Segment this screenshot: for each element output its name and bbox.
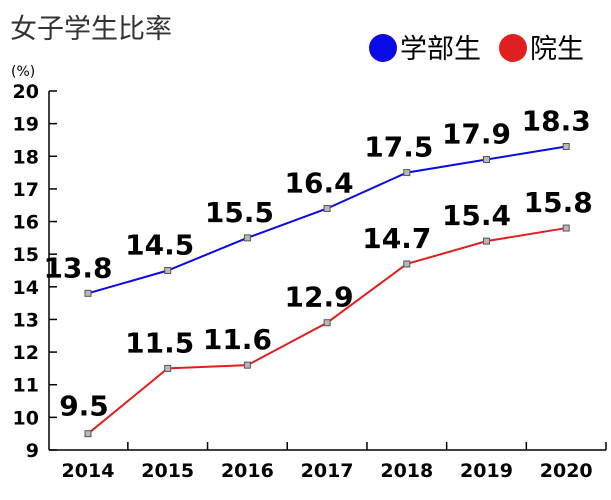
data-point bbox=[483, 237, 490, 245]
data-label: 15.5 bbox=[205, 196, 274, 229]
data-label: 16.4 bbox=[285, 166, 354, 199]
data-label: 9.5 bbox=[59, 390, 109, 423]
data-label: 12.9 bbox=[285, 281, 354, 314]
axes: 9 10 11 12 13 14 15 16 17 18 19 20 2014 2015 2016 2017 2… bbox=[13, 81, 607, 482]
x-tick-label: 2015 bbox=[141, 460, 194, 482]
data-point bbox=[243, 234, 251, 242]
legend-label-grad: 院生 bbox=[530, 34, 584, 65]
plot-area: 13.8 14.5 15.5 16.4 17.5 17.9 18.3 9.5 11.5 11.6 1… bbox=[43, 104, 593, 438]
data-point bbox=[323, 319, 331, 327]
data-point bbox=[243, 361, 251, 369]
data-point bbox=[403, 169, 411, 177]
data-label: 14.5 bbox=[125, 229, 194, 262]
data-label: 11.6 bbox=[203, 323, 272, 356]
data-label: 15.8 bbox=[524, 186, 593, 219]
data-point bbox=[562, 142, 570, 150]
y-axis-unit: (%) bbox=[11, 64, 35, 80]
data-point bbox=[323, 204, 331, 212]
legend-marker-grad bbox=[499, 34, 527, 62]
y-tick-label: 9 bbox=[26, 440, 39, 462]
legend: 学部生 院生 bbox=[369, 34, 584, 65]
data-label: 18.3 bbox=[522, 104, 591, 137]
data-point bbox=[84, 289, 92, 297]
data-label: 13.8 bbox=[43, 251, 112, 284]
data-label: 17.5 bbox=[364, 131, 433, 164]
y-tick-label: 16 bbox=[13, 212, 39, 234]
x-tick-label: 2019 bbox=[460, 460, 513, 482]
y-tick-label: 11 bbox=[13, 375, 39, 397]
data-point bbox=[164, 267, 172, 274]
x-tick-label: 2020 bbox=[540, 460, 593, 482]
x-tick-label: 2018 bbox=[380, 460, 433, 482]
data-label: 17.9 bbox=[442, 118, 511, 151]
x-tick-label: 2016 bbox=[221, 460, 274, 482]
y-tick-label: 13 bbox=[13, 309, 39, 331]
chart-title: 女子学生比率 bbox=[10, 14, 172, 45]
legend-marker-undergrad bbox=[369, 34, 397, 62]
data-label: 11.5 bbox=[125, 326, 194, 359]
data-point bbox=[164, 364, 172, 372]
y-tick-label: 18 bbox=[13, 146, 39, 168]
x-tick-label: 2014 bbox=[62, 460, 115, 482]
y-tick-label: 10 bbox=[13, 407, 39, 429]
y-tick-label: 17 bbox=[13, 179, 39, 201]
legend-label-undergrad: 学部生 bbox=[400, 34, 481, 65]
data-point bbox=[403, 260, 411, 268]
data-point bbox=[483, 156, 490, 164]
y-tick-label: 19 bbox=[13, 114, 39, 136]
y-tick-label: 14 bbox=[13, 277, 39, 299]
x-tick-label: 2017 bbox=[301, 460, 354, 482]
data-label: 14.7 bbox=[362, 222, 431, 255]
data-point bbox=[562, 224, 570, 232]
y-tick-label: 15 bbox=[13, 244, 39, 266]
y-tick-label: 12 bbox=[13, 342, 39, 364]
data-label: 15.4 bbox=[442, 199, 511, 232]
data-point bbox=[84, 430, 92, 438]
y-tick-label: 20 bbox=[13, 81, 39, 103]
